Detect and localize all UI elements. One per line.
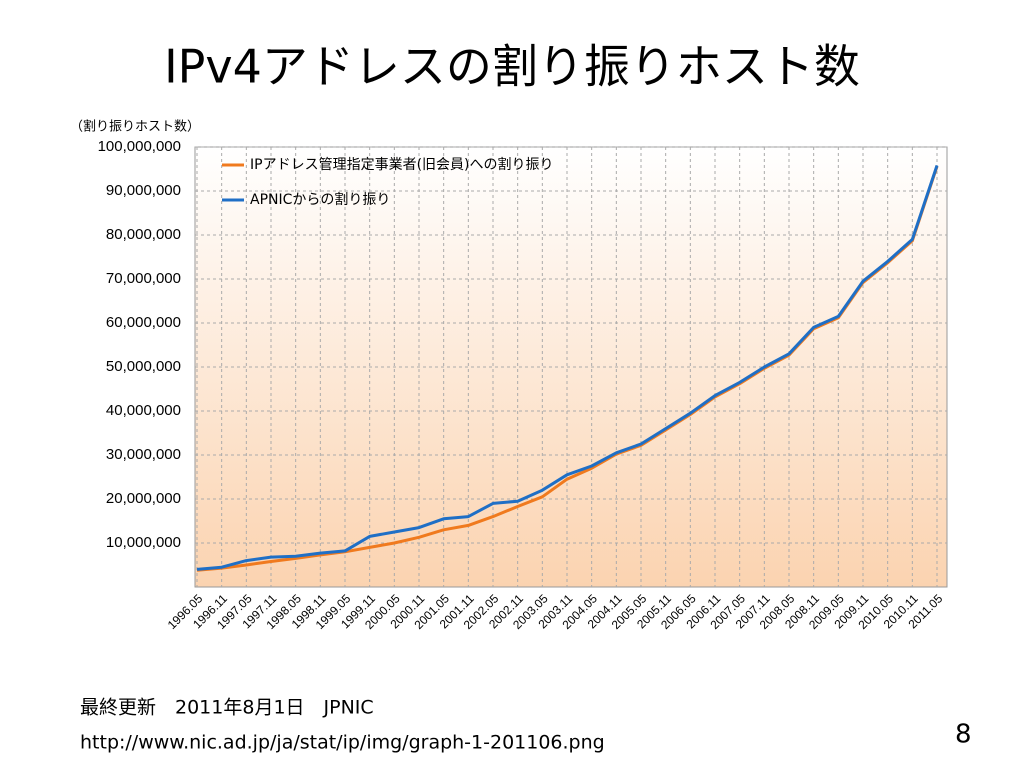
y-tick-label: 90,000,000 [106, 182, 181, 199]
y-axis-label: （割り振りホスト数） [70, 119, 200, 135]
y-tick-label: 40,000,000 [106, 402, 181, 419]
series-line [196, 165, 939, 571]
y-tick-label: 100,000,000 [98, 138, 181, 155]
footer-line: http://www.nic.ad.jp/ja/stat/ip/img/grap… [80, 732, 605, 754]
plot-area [194, 146, 948, 588]
y-tick-label: 70,000,000 [106, 270, 181, 287]
footer-line: 最終更新 2011年8月1日 JPNIC [80, 697, 374, 719]
y-tick-label: 10,000,000 [106, 534, 181, 551]
y-tick-label: 30,000,000 [106, 446, 181, 463]
y-tick-label: 80,000,000 [106, 226, 181, 243]
legend-label: IPアドレス管理指定事業者(旧会員)への割り振り [250, 156, 554, 173]
legend-label: APNICからの割り振り [250, 191, 390, 208]
y-tick-label: 50,000,000 [106, 358, 181, 375]
y-tick-label: 20,000,000 [106, 490, 181, 507]
y-tick-label: 60,000,000 [106, 314, 181, 331]
page-number: 8 [955, 720, 972, 750]
slide-title: IPv4アドレスの割り振りホスト数 [164, 40, 860, 94]
